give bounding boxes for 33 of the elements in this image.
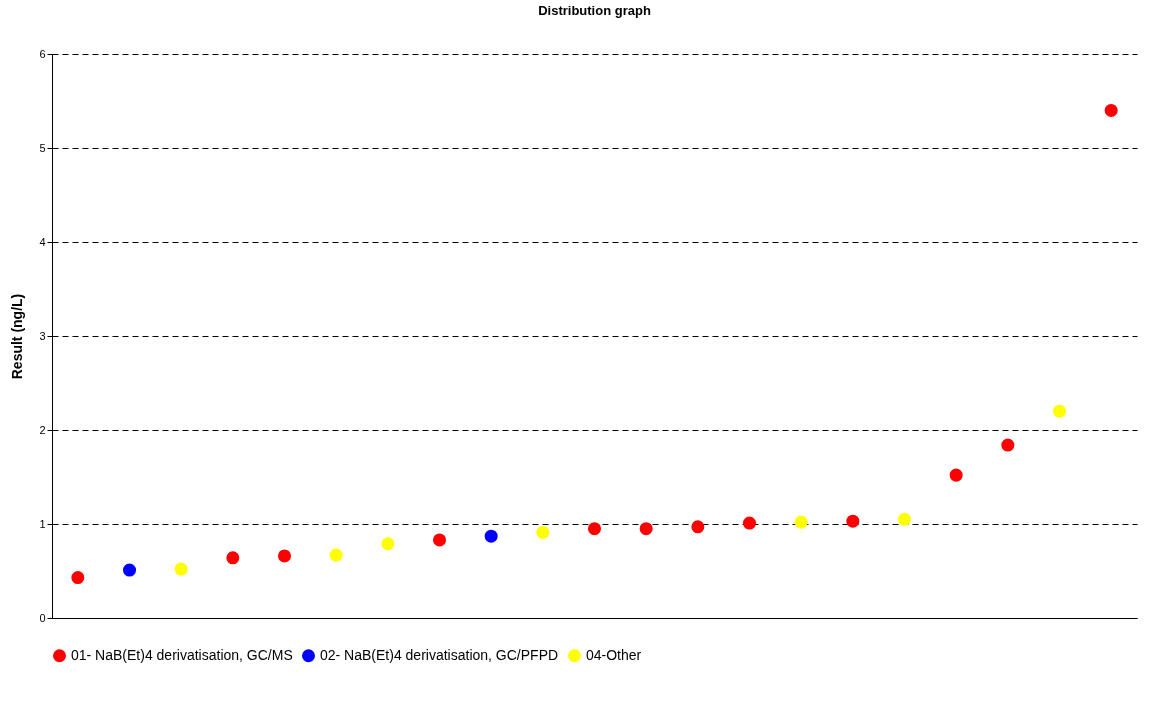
point	[587, 522, 602, 536]
point	[794, 515, 808, 529]
point	[1001, 438, 1015, 452]
point	[897, 512, 912, 526]
point	[71, 571, 85, 585]
y-tick-label: 0	[39, 611, 46, 624]
point	[432, 533, 447, 547]
point	[536, 525, 550, 539]
point	[174, 562, 188, 576]
point	[122, 563, 137, 577]
chart-title: Distribution graph	[538, 3, 651, 18]
point	[691, 520, 705, 534]
y-tick-label: 3	[39, 329, 46, 342]
point	[1052, 404, 1067, 418]
point	[742, 516, 757, 530]
y-tick-label: 6	[39, 47, 46, 60]
point	[484, 529, 498, 543]
legend-label: 04-Other	[586, 646, 642, 663]
point	[846, 514, 860, 528]
point	[329, 548, 343, 562]
point	[381, 537, 395, 551]
point	[1104, 103, 1118, 117]
y-axis-title: Result (ng/L)	[9, 293, 26, 380]
y-tick-label: 4	[39, 235, 46, 248]
legend-label: 02- NaB(Et)4 derivatisation, GC/PFPD	[320, 646, 559, 663]
y-tick-label: 5	[39, 141, 46, 154]
point	[226, 551, 240, 565]
y-tick-label: 2	[39, 423, 46, 436]
legend-label: 01- NaB(Et)4 derivatisation, GC/MS	[71, 646, 293, 663]
point	[277, 549, 292, 563]
point	[949, 468, 963, 482]
point	[639, 522, 653, 536]
y-tick-label: 1	[39, 517, 46, 530]
